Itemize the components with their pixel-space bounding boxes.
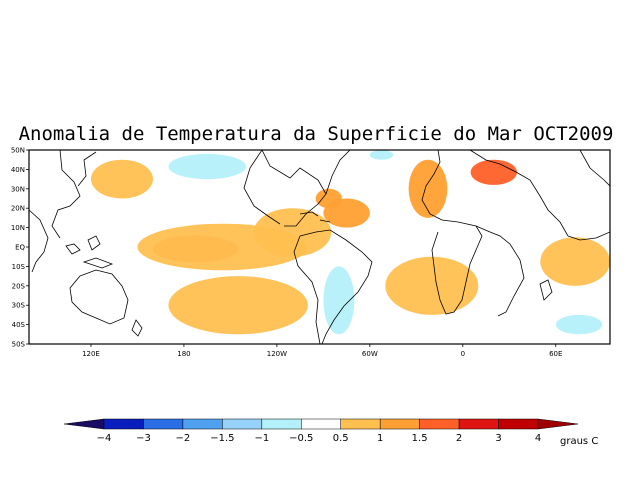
colorbar-level-label: −1 — [254, 433, 269, 444]
x-tick-label: 60W — [362, 350, 378, 358]
anomaly-east-pacific-warm — [253, 208, 332, 257]
y-tick-label: 50S — [12, 341, 26, 349]
y-tick-label: 50N — [11, 147, 25, 155]
colorbar-swatch — [103, 418, 144, 430]
colorbar-swatch — [261, 418, 302, 430]
colorbar-swatch — [419, 418, 460, 430]
colorbar-level-label: 0.5 — [333, 433, 349, 444]
colorbar-swatch — [458, 418, 499, 430]
map-plot-area: 120E 180 120W 60W 0 60E 50N 40N 30N 20N 10N EQ 10S 2… — [11, 147, 611, 358]
colorbar-swatch — [222, 418, 263, 430]
colorbar-swatch — [301, 418, 341, 430]
anomaly-north-atlantic-east-warm — [408, 159, 448, 218]
anomaly-field — [90, 150, 610, 335]
anomaly-southern-indian-cold — [555, 314, 603, 335]
colorbar-unit-label: graus C — [560, 436, 598, 447]
x-axis: 120E 180 120W 60W 0 60E — [82, 344, 562, 358]
anomaly-kuroshio-warm — [90, 159, 153, 199]
colorbar-high-extension — [537, 418, 579, 430]
y-tick-label: 40N — [11, 166, 25, 174]
anomaly-south-pacific-warm — [168, 276, 308, 335]
colorbar-level-label: −3 — [136, 433, 151, 444]
anomaly-labrador-cold — [369, 150, 394, 160]
colorbar: −4 −3 −2 −1.5 −1 −0.5 0.5 1 1.5 2 3 4 — [63, 418, 579, 444]
colorbar-level-label: −2 — [176, 433, 191, 444]
colorbar-swatch — [498, 418, 539, 430]
y-tick-label: EQ — [15, 244, 25, 252]
colorbar-level-label: −1.5 — [210, 433, 234, 444]
y-tick-label: 10S — [12, 263, 26, 271]
colorbar-swatch — [182, 418, 223, 430]
x-tick-label: 0 — [461, 350, 465, 358]
anomaly-indian-ocean-warm — [540, 237, 610, 286]
y-axis: 50N 40N 30N 20N 10N EQ 10S 20S 30S 40S 50S — [11, 147, 29, 349]
anomaly-gulf-of-mexico-warm — [315, 188, 342, 209]
colorbar-level-label: 2 — [456, 433, 462, 444]
colorbar-level-label: 4 — [535, 433, 541, 444]
y-tick-label: 30N — [11, 185, 25, 193]
colorbar-swatch — [143, 418, 184, 430]
y-tick-label: 20S — [12, 282, 26, 290]
colorbar-low-extension — [63, 418, 105, 430]
y-tick-label: 40S — [12, 321, 26, 329]
x-tick-label: 180 — [177, 350, 190, 358]
x-tick-label: 120E — [82, 350, 100, 358]
y-tick-label: 30S — [12, 302, 26, 310]
anomaly-mediterranean-warm — [470, 159, 518, 185]
x-tick-label: 60E — [549, 350, 562, 358]
coastlines — [29, 150, 610, 344]
y-tick-label: 10N — [11, 224, 25, 232]
colorbar-level-label: −0.5 — [289, 433, 313, 444]
colorbar-level-label: 3 — [495, 433, 501, 444]
colorbar-level-label: −4 — [97, 433, 112, 444]
anomaly-north-pacific-cold — [168, 153, 246, 180]
colorbar-level-label: 1.5 — [412, 433, 428, 444]
y-tick-label: 20N — [11, 205, 25, 213]
colorbar-swatch — [340, 418, 381, 430]
anomaly-peru-coast-cold — [323, 266, 355, 335]
colorbar-swatch — [379, 418, 420, 430]
colorbar-level-label: 1 — [377, 433, 383, 444]
anomaly-south-atlantic-warm — [385, 256, 479, 315]
x-tick-label: 120W — [267, 350, 287, 358]
chart-title: Anomalia de Temperatura da Superficie do… — [19, 123, 614, 145]
